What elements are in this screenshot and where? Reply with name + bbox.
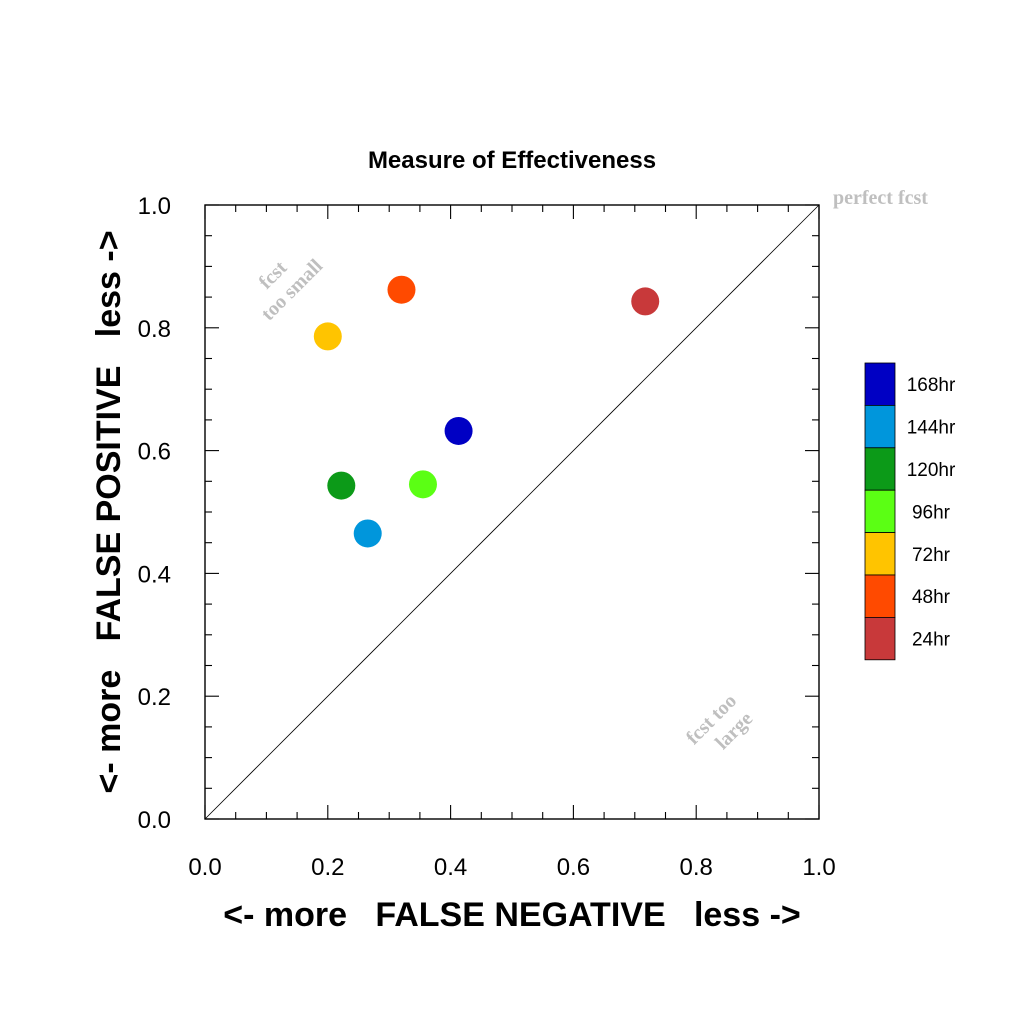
legend-label-48hr: 48hr: [912, 587, 951, 608]
legend-swatch-72hr: [864, 532, 896, 576]
legend-swatch-168hr: [864, 362, 896, 406]
legend-swatch-144hr: [864, 404, 896, 449]
chart-title: Measure of Effectiveness: [368, 147, 656, 174]
legend-swatch-96hr: [864, 489, 896, 534]
legend-label-120hr: 120hr: [907, 460, 956, 481]
legend-swatch-120hr: [864, 447, 896, 491]
point-168hr: [444, 416, 473, 445]
y-tick-label: 0.8: [138, 316, 171, 343]
x-tick-label: 0.6: [557, 854, 590, 881]
x-tick-label: 1.0: [802, 854, 835, 881]
x-axis-label: <- more FALSE NEGATIVE less ->: [223, 896, 801, 934]
annotation-too-large: fcst too large: [682, 690, 757, 754]
legend-label-24hr: 24hr: [912, 630, 951, 651]
x-tick-label: 0.8: [680, 854, 713, 881]
x-tick-label: 0.0: [188, 854, 221, 881]
plot-area: 0.0 0.2 0.4 0.6 0.8 1.0 0.0 0.2 0.4 0.6 0.8 1.0: [138, 193, 836, 881]
point-96hr: [408, 470, 437, 499]
axis-tick-labels: 0.0 0.2 0.4 0.6 0.8 1.0 0.0 0.2 0.4 0.6 0.8 1.0: [138, 193, 836, 881]
axis-ticks: [204, 204, 820, 820]
annotation-too-small: fcst too small: [255, 255, 328, 325]
x-tick-label: 0.2: [311, 854, 344, 881]
x-tick-label: 0.4: [434, 854, 467, 881]
point-72hr: [313, 322, 342, 351]
legend: 168hr 144hr 120hr 96hr 72hr 48hr 24hr: [864, 362, 956, 661]
y-tick-label: 0.2: [138, 684, 171, 711]
y-axis-label: <- more FALSE POSITIVE less ->: [90, 230, 128, 793]
legend-label-96hr: 96hr: [912, 502, 951, 523]
point-24hr: [631, 287, 660, 316]
diagonal-reference-line: [204, 204, 820, 820]
legend-label-168hr: 168hr: [907, 375, 956, 396]
legend-swatch-24hr: [864, 617, 896, 661]
legend-label-144hr: 144hr: [907, 418, 956, 439]
point-48hr: [387, 275, 416, 304]
data-points: [313, 275, 660, 548]
point-120hr: [327, 471, 356, 500]
point-144hr: [353, 519, 382, 548]
y-tick-label: 0.4: [138, 561, 171, 588]
legend-swatch-48hr: [864, 574, 896, 618]
y-tick-label: 0.0: [138, 807, 171, 834]
annotation-perfect-fcst: perfect fcst: [833, 187, 928, 209]
y-tick-label: 1.0: [138, 193, 171, 220]
legend-label-72hr: 72hr: [912, 545, 951, 566]
y-tick-label: 0.6: [138, 439, 171, 466]
